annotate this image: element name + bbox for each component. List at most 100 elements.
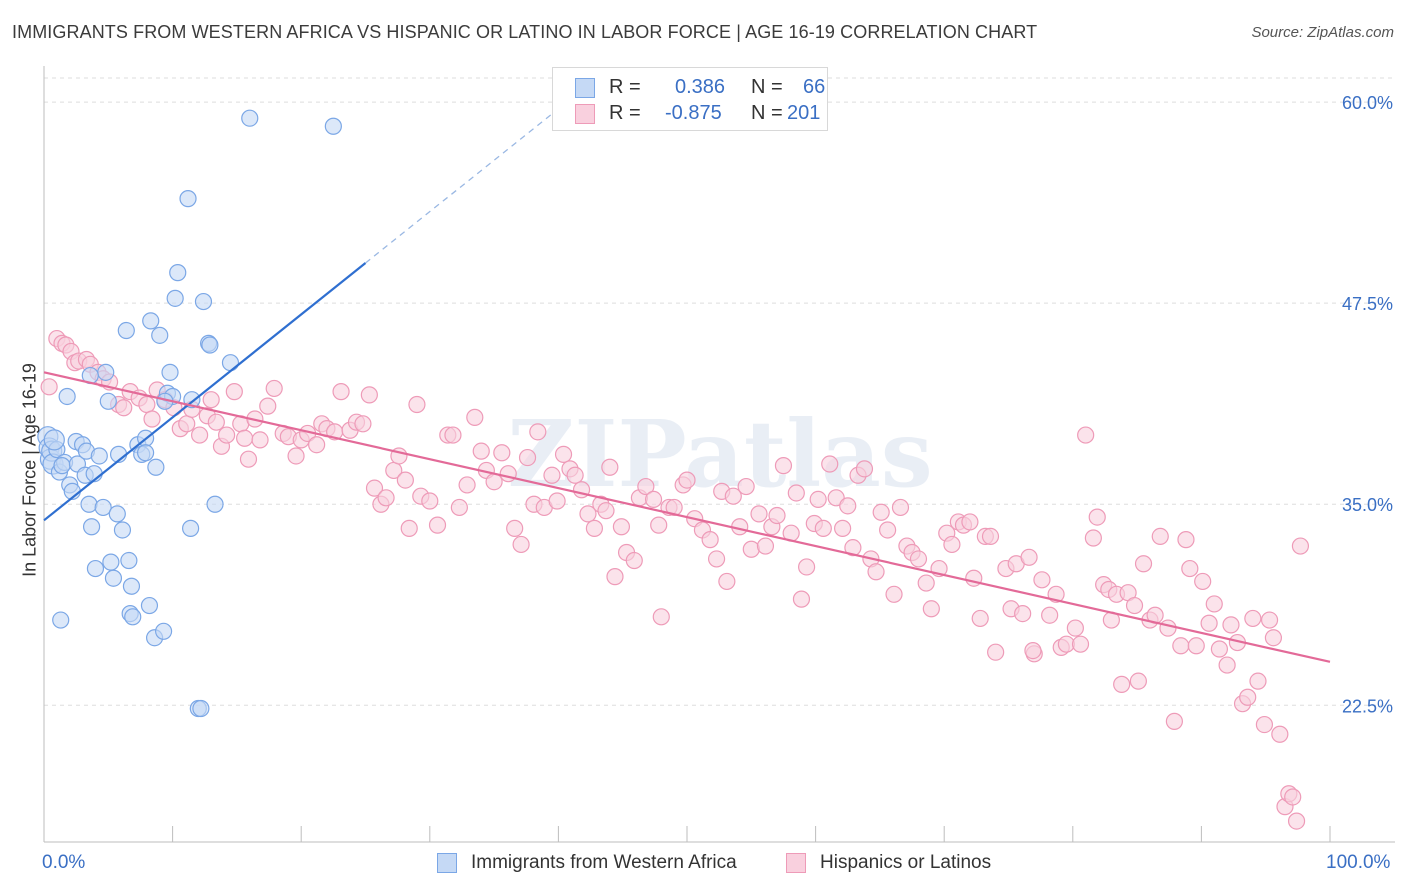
data-point-hispanics [543, 466, 561, 484]
y-tick-label: 35.0% [1342, 495, 1393, 515]
data-point-hispanics [287, 447, 305, 465]
legend-n-value: 201 [787, 102, 821, 124]
data-point-hispanics [644, 490, 663, 509]
data-point-hispanics [809, 490, 827, 509]
legend-swatch-blue [575, 78, 595, 98]
data-point-hispanics [1271, 725, 1289, 743]
data-point-hispanics [891, 498, 910, 517]
data-point-hispanics [606, 568, 624, 586]
data-point-western-africa [151, 326, 169, 344]
data-point-hispanics [579, 505, 597, 523]
y-tick-label: 60.0% [1342, 93, 1393, 113]
data-point-hispanics [707, 550, 726, 568]
data-point-western-africa [97, 363, 115, 381]
data-point-western-africa [99, 392, 117, 410]
data-point-hispanics [1194, 572, 1212, 591]
data-point-hispanics [518, 448, 537, 467]
data-point-hispanics [360, 386, 378, 404]
data-point-hispanics [701, 531, 719, 549]
data-point-hispanics [917, 574, 935, 592]
data-point-hispanics [839, 497, 857, 515]
data-point-hispanics [428, 516, 447, 534]
data-point-western-africa [122, 577, 141, 595]
data-point-hispanics [797, 558, 816, 576]
data-point-western-africa [201, 336, 219, 354]
data-point-western-africa [206, 495, 224, 513]
data-point-hispanics [548, 492, 566, 510]
data-point-hispanics [724, 487, 742, 505]
legend-r-label: R = [609, 102, 641, 124]
data-point-western-africa [124, 608, 142, 626]
data-point-hispanics [499, 465, 517, 483]
data-point-western-africa [192, 699, 210, 718]
data-point-hispanics [1071, 635, 1090, 653]
data-point-western-africa [90, 447, 108, 465]
data-point-hispanics [408, 395, 426, 414]
data-point-hispanics [1024, 641, 1042, 660]
data-point-western-africa [43, 429, 65, 451]
chart-title: IMMIGRANTS FROM WESTERN AFRICA VS HISPAN… [12, 22, 1038, 42]
data-point-hispanics [1187, 637, 1205, 655]
data-point-hispanics [225, 383, 243, 401]
data-point-hispanics [396, 471, 414, 489]
y-tick-labels: 22.5% 35.0% 47.5% 60.0% [1342, 93, 1393, 716]
x-tick-label-max: 100.0% [1326, 852, 1391, 873]
legend-n-label: N = [751, 76, 783, 98]
data-point-western-africa [241, 109, 259, 127]
data-point-hispanics [207, 413, 225, 431]
data-point-western-africa [104, 569, 123, 587]
data-point-hispanics [1088, 508, 1106, 526]
data-point-western-africa [53, 457, 71, 475]
legend-swatch-pink [575, 104, 595, 124]
data-point-hispanics [750, 505, 768, 523]
data-point-hispanics [218, 426, 236, 444]
data-point-hispanics [597, 502, 615, 520]
data-point-hispanics [961, 513, 979, 531]
data-point-hispanics [1077, 426, 1095, 444]
data-point-western-africa [142, 312, 160, 330]
bottom-legend-swatch-blue [437, 853, 457, 873]
data-point-western-africa [136, 444, 155, 462]
data-point-western-africa [94, 498, 112, 517]
data-point-western-africa [166, 289, 184, 307]
data-point-hispanics [1113, 675, 1131, 693]
y-tick-label: 47.5% [1342, 294, 1393, 314]
data-point-western-africa [221, 354, 240, 372]
data-point-hispanics [844, 539, 862, 557]
data-point-hispanics [138, 395, 156, 414]
data-point-hispanics [40, 378, 58, 396]
data-point-western-africa [140, 596, 159, 615]
data-point-western-africa [86, 559, 105, 578]
data-point-hispanics [821, 455, 839, 473]
data-point-western-africa [169, 264, 187, 282]
data-point-hispanics [1084, 529, 1102, 547]
data-point-hispanics [332, 383, 350, 401]
legend-row-hispanics: R = -0.875 N = 201 [575, 102, 820, 126]
data-point-hispanics [652, 608, 670, 626]
data-point-hispanics [1264, 629, 1283, 647]
data-point-hispanics [566, 466, 584, 484]
legend-r-value: -0.875 [665, 102, 722, 124]
data-point-hispanics [1222, 616, 1240, 634]
data-point-hispanics [971, 609, 989, 628]
data-point-hispanics [1033, 571, 1051, 589]
data-point-western-africa [108, 505, 126, 523]
legend-r-label: R = [609, 76, 641, 98]
gridlines [44, 77, 1395, 706]
legend-r-value: 0.386 [675, 76, 726, 98]
data-point-hispanics [458, 476, 476, 494]
data-point-hispanics [742, 540, 760, 558]
data-point-hispanics [1129, 672, 1147, 690]
data-point-hispanics [506, 519, 524, 537]
data-point-hispanics [259, 397, 277, 415]
data-point-hispanics [885, 585, 903, 603]
bottom-legend-swatch-pink [786, 853, 806, 873]
bottom-legend-label: Hispanics or Latinos [820, 852, 992, 873]
data-point-hispanics [1066, 619, 1084, 637]
data-point-hispanics [1239, 688, 1257, 706]
data-point-hispanics [1284, 788, 1302, 806]
data-point-hispanics [202, 391, 220, 409]
series-western-africa-points [37, 109, 342, 718]
data-point-hispanics [421, 492, 439, 510]
data-point-hispanics [943, 535, 961, 554]
